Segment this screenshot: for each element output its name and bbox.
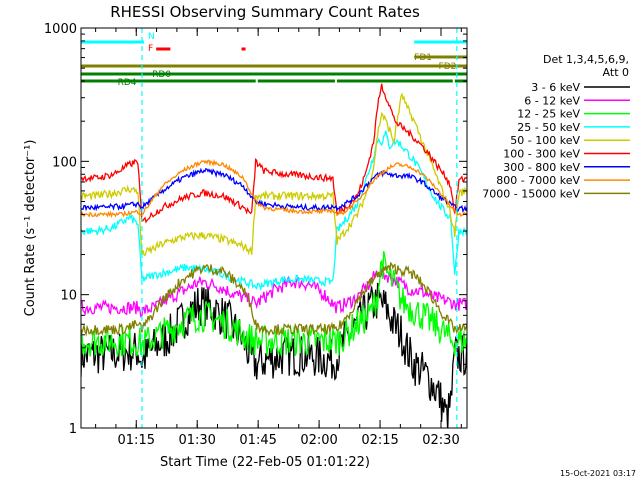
flag-bar-rd4-0 — [81, 79, 256, 83]
series-line-12-25-kev — [81, 251, 467, 357]
flags-layer: NF FD1 FD2 RD0 RD4 — [81, 32, 467, 88]
chart-title: RHESSI Observing Summary Count Rates — [110, 3, 420, 21]
series-line-50-100-kev — [81, 92, 467, 257]
x-tick-label-02-15: 02:15 — [361, 433, 398, 448]
flag-bar-rd4-2 — [336, 79, 453, 83]
legend-subtitle: Att 0 — [603, 66, 629, 79]
flag-bar-fd1-0 — [414, 55, 467, 59]
series-line-300-800-kev — [81, 167, 467, 213]
x-tick-label-01-30: 01:30 — [178, 433, 215, 448]
x-tick-label-01-15: 01:15 — [118, 433, 155, 448]
timestamp: 15-Oct-2021 03:17 — [560, 469, 636, 478]
legend-label-100-300-kev: 100 - 300 keV — [503, 148, 580, 161]
legend-label-300-800-kev: 300 - 800 keV — [503, 161, 580, 174]
legend-label-6-12-kev: 6 - 12 keV — [524, 94, 580, 107]
legend-label-3-6-kev: 3 - 6 keV — [531, 81, 580, 94]
x-tick-label-02-00: 02:00 — [300, 433, 337, 448]
flag-bar-f-1 — [241, 47, 246, 51]
legend-label-12-25-kev: 12 - 25 keV — [517, 108, 580, 121]
legend-label-25-50-kev: 25 - 50 keV — [517, 121, 580, 134]
flag-bar-rd4-1 — [257, 79, 335, 83]
y-axis-label: Count Rate (s⁻¹ detector⁻¹) — [23, 140, 38, 317]
y-tick-label-1: 1 — [69, 422, 77, 437]
plot-frame — [80, 27, 468, 429]
series-line-800-7000-kev — [81, 158, 467, 219]
event-line-layer — [141, 28, 458, 428]
x-tick-label-02-30: 02:30 — [422, 433, 459, 448]
flag-label-fd2: FD2 — [439, 62, 457, 72]
legend-label-50-100-kev: 50 - 100 keV — [510, 134, 580, 147]
flag-bar-fd2-0 — [81, 64, 467, 68]
flag-bar-n-0 — [81, 40, 144, 44]
x-tick-label-01-45: 01:45 — [239, 433, 276, 448]
series-line-3-6-kev — [81, 282, 467, 428]
flag-label-rd0: RD0 — [152, 70, 171, 80]
series-line-25-50-kev — [81, 130, 467, 292]
series-line-6-12-kev — [81, 267, 467, 318]
y-tick-label-10: 10 — [60, 289, 77, 304]
y-tick-label-100: 100 — [52, 155, 77, 170]
axis-ticks: 01:15 01:30 01:45 02:00 02:15 02:30 1 10 100 1000 — [44, 22, 467, 448]
flag-bar-n-1 — [414, 40, 467, 44]
flag-bar-rd4-3 — [454, 79, 467, 83]
flag-label-fd1: FD1 — [414, 53, 432, 63]
series-line-100-300-kev — [81, 83, 467, 224]
flag-label-f: F — [148, 44, 153, 54]
flag-bar-rd0-0 — [81, 72, 467, 76]
flag-label-n: N — [148, 32, 155, 42]
y-tick-label-1000: 1000 — [44, 22, 77, 37]
flag-bar-f-0 — [156, 47, 171, 51]
flag-label-rd4: RD4 — [118, 78, 137, 88]
x-axis-label: Start Time (22-Feb-05 01:01:22) — [160, 455, 370, 470]
legend-title: Det 1,3,4,5,6,9, — [543, 53, 629, 66]
series-layer — [81, 83, 467, 428]
legend-label-800-7000-kev: 800 - 7000 keV — [496, 174, 580, 187]
series-line-7000-15000-kev — [81, 261, 467, 337]
legend-label-7000-15000-kev: 7000 - 15000 keV — [482, 187, 580, 200]
